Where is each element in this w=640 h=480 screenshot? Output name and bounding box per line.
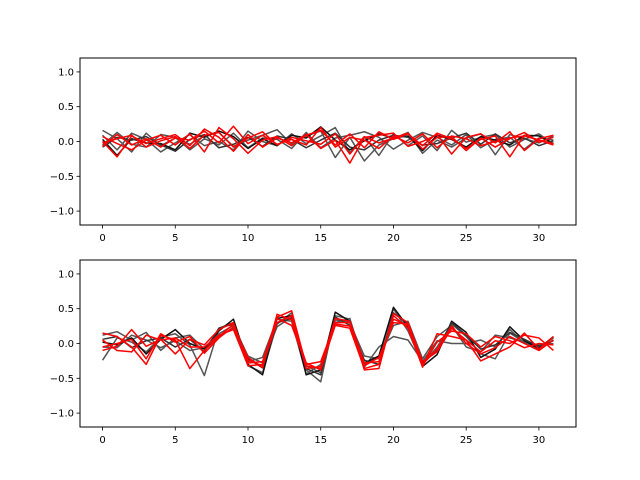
y-tick-label: 0.0: [58, 137, 74, 148]
y-tick-label: −1.0: [50, 409, 74, 420]
bottom-subplot: 0 5 10 15 20 25 30 −1.0 −0.5 0.0 0.5 1.0: [50, 259, 577, 446]
y-tick-label: 0.5: [58, 102, 74, 113]
y-tick-label: 1.0: [58, 269, 74, 280]
y-tick-label: −1.0: [50, 207, 74, 218]
x-tick-label: 30: [533, 435, 546, 446]
y-tick-label: −0.5: [50, 374, 74, 385]
x-tick-label: 30: [533, 233, 546, 244]
x-tick-label: 20: [387, 233, 400, 244]
x-tick-label: 10: [242, 233, 255, 244]
y-tick-label: 0.0: [58, 339, 74, 350]
top-subplot: 0 5 10 15 20 25 30 −1.0 −0.5 0.0 0.5 1.0: [50, 57, 577, 244]
y-tick-label: −0.5: [50, 172, 74, 183]
top-plot-lines: [101, 125, 554, 164]
x-tick-label: 20: [387, 435, 400, 446]
series-line-8: [102, 314, 554, 370]
x-tick-label: 15: [314, 435, 327, 446]
x-tick-label: 25: [460, 233, 473, 244]
x-tick-label: 25: [460, 435, 473, 446]
series-line-4: [101, 126, 554, 157]
top-ticks: 0 5 10 15 20 25 30 −1.0 −0.5 0.0 0.5 1.0: [50, 67, 546, 244]
bottom-ticks: 0 5 10 15 20 25 30 −1.0 −0.5 0.0 0.5 1.0: [50, 269, 546, 446]
x-tick-label: 0: [99, 233, 105, 244]
bottom-axes-frame: [79, 259, 577, 428]
series-line-9: [102, 313, 554, 371]
x-tick-label: 15: [314, 233, 327, 244]
x-tick-label: 5: [172, 233, 178, 244]
bottom-plot-lines: [101, 306, 554, 383]
x-tick-label: 10: [242, 435, 255, 446]
x-tick-label: 5: [172, 435, 178, 446]
series-line-9: [102, 131, 554, 155]
y-tick-label: 1.0: [58, 67, 74, 78]
series-line-6: [102, 128, 554, 164]
x-tick-label: 0: [99, 435, 105, 446]
y-tick-label: 0.5: [58, 304, 74, 315]
top-axes-frame: [79, 57, 577, 226]
